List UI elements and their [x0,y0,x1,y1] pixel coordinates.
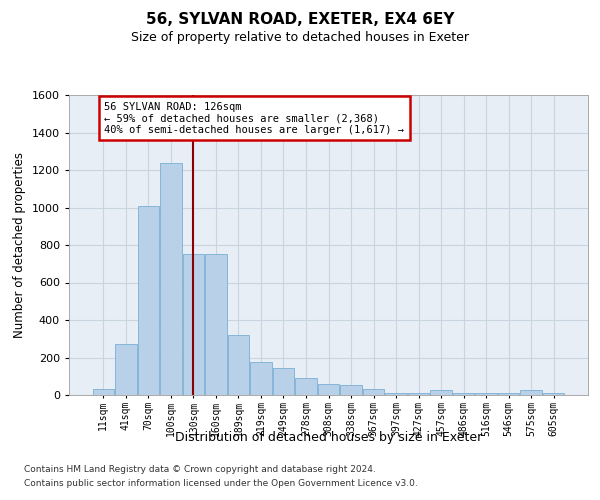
Text: 56 SYLVAN ROAD: 126sqm
← 59% of detached houses are smaller (2,368)
40% of semi-: 56 SYLVAN ROAD: 126sqm ← 59% of detached… [104,102,404,135]
Bar [318,384,339,395]
Bar [92,390,114,395]
Text: Contains HM Land Registry data © Crown copyright and database right 2024.: Contains HM Land Registry data © Crown c… [24,466,376,474]
Bar [182,254,204,395]
Bar [430,390,452,395]
Text: 56, SYLVAN ROAD, EXETER, EX4 6EY: 56, SYLVAN ROAD, EXETER, EX4 6EY [146,12,454,28]
Text: Size of property relative to detached houses in Exeter: Size of property relative to detached ho… [131,31,469,44]
Bar [475,393,497,395]
Text: Distribution of detached houses by size in Exeter: Distribution of detached houses by size … [175,431,482,444]
Bar [363,390,384,395]
Y-axis label: Number of detached properties: Number of detached properties [13,152,26,338]
Bar [453,393,475,395]
Bar [273,368,294,395]
Bar [250,362,272,395]
Bar [543,393,565,395]
Text: Contains public sector information licensed under the Open Government Licence v3: Contains public sector information licen… [24,479,418,488]
Bar [228,335,249,395]
Bar [498,393,520,395]
Bar [115,344,137,395]
Bar [385,393,407,395]
Bar [408,393,429,395]
Bar [160,162,182,395]
Bar [295,378,317,395]
Bar [340,384,362,395]
Bar [520,390,542,395]
Bar [205,254,227,395]
Bar [137,206,159,395]
